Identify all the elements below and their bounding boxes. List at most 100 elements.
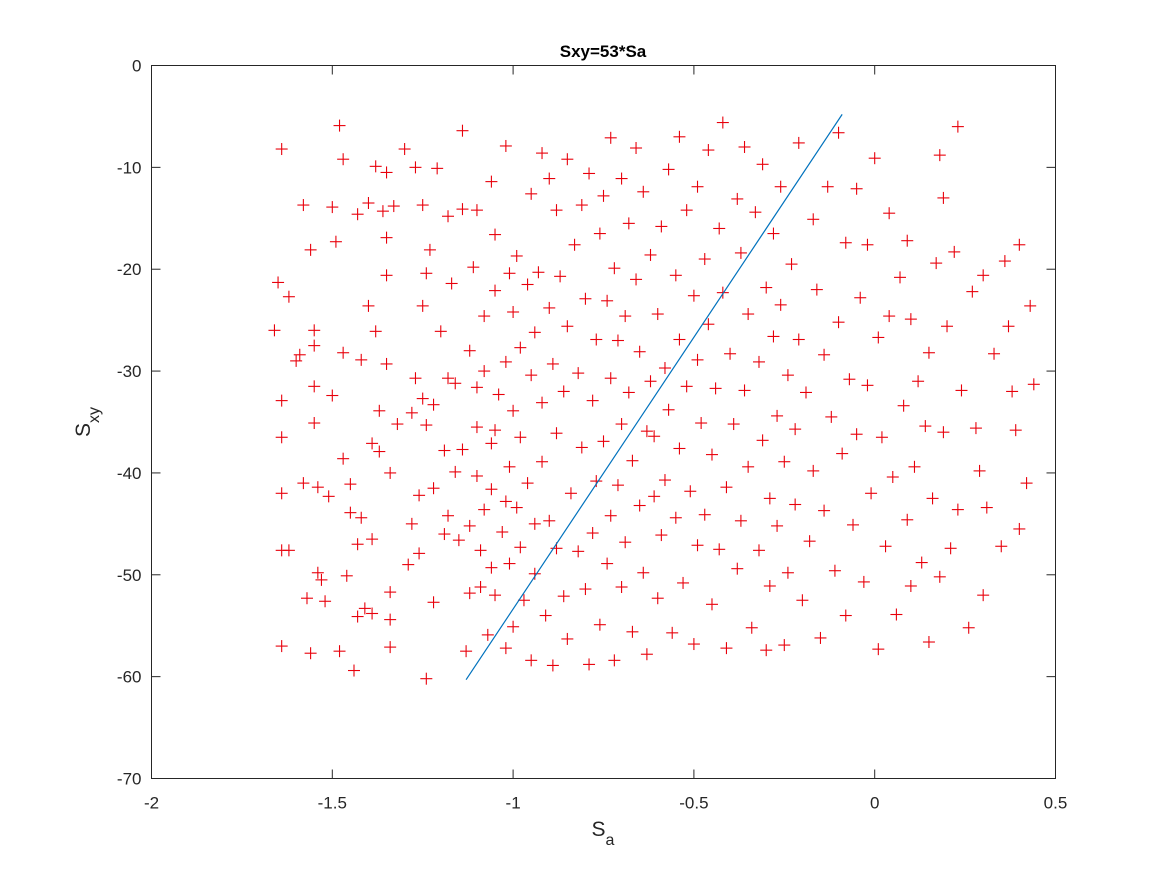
data-point-marker <box>409 372 422 385</box>
data-point-marker <box>684 485 697 498</box>
data-point-marker <box>720 481 733 494</box>
data-point-marker <box>293 348 306 361</box>
data-point-marker <box>489 228 502 241</box>
data-point-marker <box>1013 522 1026 535</box>
data-point-marker <box>300 592 313 605</box>
data-point-marker <box>687 638 700 651</box>
data-point-marker <box>861 379 874 392</box>
data-point-marker <box>626 454 639 467</box>
data-point-marker <box>561 632 574 645</box>
data-point-marker <box>507 620 520 633</box>
data-point-marker <box>883 310 896 323</box>
data-point-marker <box>503 267 516 280</box>
data-point-marker <box>951 503 964 516</box>
data-point-marker <box>937 426 950 439</box>
y-axis-label-base: S <box>72 423 95 437</box>
data-point-marker <box>420 672 433 685</box>
y-tick-label: 0 <box>132 57 141 76</box>
data-point-marker <box>449 377 462 390</box>
data-point-marker <box>691 353 704 366</box>
data-point-marker <box>713 222 726 235</box>
data-point-marker <box>579 292 592 305</box>
data-point-marker <box>478 310 491 323</box>
data-point-marker <box>496 526 509 539</box>
data-point-marker <box>514 431 527 444</box>
data-point-marker <box>402 558 415 571</box>
data-point-marker <box>322 490 335 503</box>
data-point-marker <box>894 271 907 284</box>
data-point-marker <box>463 587 476 600</box>
data-point-marker <box>604 509 617 522</box>
data-point-marker <box>691 539 704 552</box>
data-point-marker <box>366 437 379 450</box>
data-point-marker <box>792 333 805 346</box>
data-point-marker <box>456 203 469 216</box>
data-point-marker <box>680 380 693 393</box>
data-point-marker <box>933 570 946 583</box>
data-point-marker <box>955 384 968 397</box>
data-point-marker <box>358 602 371 615</box>
data-point-marker <box>861 238 874 251</box>
data-point-marker <box>789 498 802 511</box>
data-point-marker <box>966 285 979 298</box>
data-point-marker <box>416 392 429 405</box>
data-point-marker <box>347 664 360 677</box>
data-point-marker <box>503 460 516 473</box>
data-point-marker <box>673 130 686 143</box>
data-point-marker <box>640 425 653 438</box>
data-point-marker <box>608 654 621 667</box>
data-point-marker <box>763 492 776 505</box>
y-tick-label: -30 <box>117 362 142 381</box>
x-tick-label: -1.5 <box>318 794 347 813</box>
data-point-marker <box>391 418 404 431</box>
data-point-marker <box>825 410 838 423</box>
data-point-marker <box>828 564 841 577</box>
data-point-marker <box>839 236 852 249</box>
data-point-marker <box>369 160 382 173</box>
data-point-marker <box>275 431 288 444</box>
data-point-marker <box>839 609 852 622</box>
data-point-marker <box>651 308 664 321</box>
data-point-marker <box>695 417 708 430</box>
data-point-marker <box>564 487 577 500</box>
data-point-marker <box>442 372 455 385</box>
data-point-marker <box>507 404 520 417</box>
x-axis-label-base: S <box>592 818 606 841</box>
data-point-marker <box>420 267 433 280</box>
data-point-marker <box>868 152 881 165</box>
data-point-marker <box>803 535 816 548</box>
data-point-marker <box>543 301 556 314</box>
data-point-marker <box>427 482 440 495</box>
data-point-marker <box>669 511 682 524</box>
data-point-marker <box>742 460 755 473</box>
data-point-marker <box>980 501 993 514</box>
data-point-marker <box>857 575 870 588</box>
data-point-marker <box>489 424 502 437</box>
data-point-marker <box>720 642 733 655</box>
data-point-marker <box>604 372 617 385</box>
data-point-marker <box>575 441 588 454</box>
data-point-marker <box>427 398 440 411</box>
data-point-marker <box>738 140 751 153</box>
ticks-layer: -2 -1.5 -1 -0.5 0 0.5 0 -10 -20 -30 -40 -50 -60 -70 <box>117 57 1067 813</box>
data-point-marker <box>282 290 295 303</box>
data-point-marker <box>619 536 632 549</box>
y-axis-label: Sxy <box>72 407 103 437</box>
data-point-marker <box>344 506 357 519</box>
data-point-marker <box>282 544 295 557</box>
data-point-marker <box>337 346 350 359</box>
data-point-marker <box>611 479 624 492</box>
data-point-marker <box>904 579 917 592</box>
data-point-marker <box>543 514 556 527</box>
data-point-marker <box>521 477 534 490</box>
data-point-marker <box>546 357 559 370</box>
data-point-marker <box>698 253 711 266</box>
data-point-marker <box>886 471 899 484</box>
data-point-marker <box>611 334 624 347</box>
data-point-marker <box>760 281 773 294</box>
data-point-marker <box>818 348 831 361</box>
data-point-marker <box>369 325 382 338</box>
data-point-marker <box>648 430 661 443</box>
data-point-marker <box>640 648 653 661</box>
